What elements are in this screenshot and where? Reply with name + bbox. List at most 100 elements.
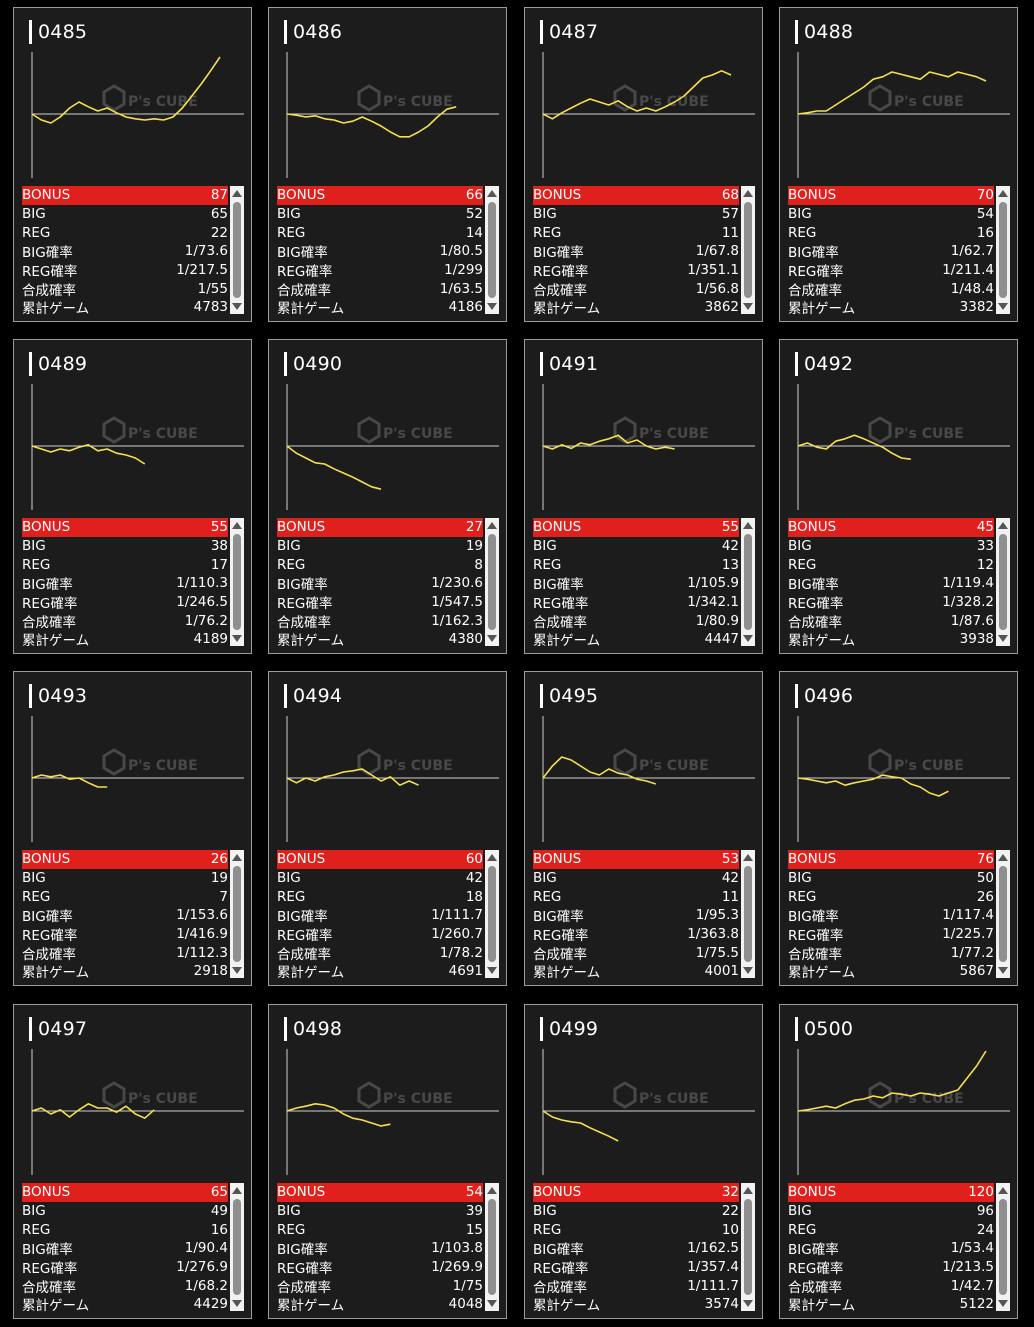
machine-card[interactable]: 0497 P's CUBE BONUS 65 BIG 49 REG 16 BIG確率 1/90.4… xyxy=(13,1004,252,1319)
scroll-up-arrow-icon[interactable] xyxy=(998,190,1008,197)
stat-label: REG確率 xyxy=(533,596,589,613)
stats-scrollbar[interactable] xyxy=(230,1183,244,1311)
stats-scrollbar[interactable] xyxy=(485,186,499,314)
scroll-down-arrow-icon[interactable] xyxy=(232,303,242,310)
machine-card[interactable]: 0493 P's CUBE BONUS 26 BIG 19 REG 7 BIG確率 1/153.6… xyxy=(13,671,252,986)
machine-card[interactable]: 0485 P's CUBE BONUS 87 BIG 65 REG 22 BIG確率 1/73.6… xyxy=(13,7,252,322)
stats-scrollbar[interactable] xyxy=(996,850,1010,978)
stats-scrollbar[interactable] xyxy=(996,1183,1010,1311)
scroll-thumb[interactable] xyxy=(744,866,752,962)
scroll-thumb[interactable] xyxy=(999,866,1007,962)
scroll-thumb[interactable] xyxy=(233,202,241,298)
scroll-up-arrow-icon[interactable] xyxy=(487,854,497,861)
scroll-up-arrow-icon[interactable] xyxy=(232,854,242,861)
scroll-thumb[interactable] xyxy=(999,1199,1007,1295)
machine-card[interactable]: 0500 P's CUBE BONUS 120 BIG 96 REG 24 BIG確率 1/53.… xyxy=(779,1004,1018,1319)
slump-line xyxy=(31,444,146,465)
scroll-down-arrow-icon[interactable] xyxy=(232,1300,242,1307)
scroll-thumb[interactable] xyxy=(488,1199,496,1295)
scroll-down-arrow-icon[interactable] xyxy=(743,635,753,642)
scroll-up-arrow-icon[interactable] xyxy=(998,522,1008,529)
scroll-thumb[interactable] xyxy=(233,1199,241,1295)
scroll-thumb[interactable] xyxy=(999,534,1007,630)
stats-scrollbar[interactable] xyxy=(485,518,499,646)
stats-scrollbar[interactable] xyxy=(230,518,244,646)
scroll-down-arrow-icon[interactable] xyxy=(487,1300,497,1307)
scroll-up-arrow-icon[interactable] xyxy=(232,1187,242,1194)
title-bar-marker xyxy=(540,684,543,708)
stat-row-big: BIG 42 xyxy=(277,869,483,888)
machine-card[interactable]: 0496 P's CUBE BONUS 76 BIG 50 REG 26 BIG確率 1/117.… xyxy=(779,671,1018,986)
stat-label: 累計ゲーム xyxy=(277,301,345,318)
stat-row-comb-rate: 合成確率 1/78.2 xyxy=(277,943,483,963)
scroll-up-arrow-icon[interactable] xyxy=(998,854,1008,861)
scroll-thumb[interactable] xyxy=(233,866,241,962)
scroll-up-arrow-icon[interactable] xyxy=(743,1187,753,1194)
scroll-down-arrow-icon[interactable] xyxy=(743,303,753,310)
machine-card[interactable]: 0490 P's CUBE BONUS 27 BIG 19 REG 8 BIG確率 1/230.6… xyxy=(268,339,507,654)
stats-scrollbar[interactable] xyxy=(741,186,755,314)
scroll-down-arrow-icon[interactable] xyxy=(998,1300,1008,1307)
stat-row-reg-rate: REG確率 1/547.5 xyxy=(277,593,483,612)
stat-label: BIG確率 xyxy=(788,909,839,926)
scroll-down-arrow-icon[interactable] xyxy=(998,303,1008,310)
scroll-thumb[interactable] xyxy=(488,866,496,962)
scroll-up-arrow-icon[interactable] xyxy=(232,190,242,197)
stat-value: 32 xyxy=(721,1184,739,1201)
machine-card[interactable]: 0487 P's CUBE BONUS 68 BIG 57 REG 11 BIG確率 1/67.8… xyxy=(524,7,763,322)
stats-scrollbar[interactable] xyxy=(741,850,755,978)
stat-value: 26 xyxy=(976,888,994,905)
scroll-down-arrow-icon[interactable] xyxy=(743,967,753,974)
machine-card[interactable]: 0491 P's CUBE BONUS 55 BIG 42 REG 13 BIG確率 1/105.… xyxy=(524,339,763,654)
stat-row-big: BIG 38 xyxy=(22,537,228,556)
stats-scrollbar[interactable] xyxy=(485,1183,499,1311)
scroll-up-arrow-icon[interactable] xyxy=(998,1187,1008,1194)
scroll-up-arrow-icon[interactable] xyxy=(232,522,242,529)
scroll-thumb[interactable] xyxy=(999,202,1007,298)
scroll-down-arrow-icon[interactable] xyxy=(487,303,497,310)
stats-scrollbar[interactable] xyxy=(741,1183,755,1311)
scroll-thumb[interactable] xyxy=(744,1199,752,1295)
machine-card[interactable]: 0489 P's CUBE BONUS 55 BIG 38 REG 17 BIG確率 1/110.… xyxy=(13,339,252,654)
scroll-thumb[interactable] xyxy=(488,534,496,630)
machine-card[interactable]: 0498 P's CUBE BONUS 54 BIG 39 REG 15 BIG確率 1/103.… xyxy=(268,1004,507,1319)
machine-card[interactable]: 0492 P's CUBE BONUS 45 BIG 33 REG 12 BIG確率 1/119.… xyxy=(779,339,1018,654)
scroll-down-arrow-icon[interactable] xyxy=(743,1300,753,1307)
scroll-thumb[interactable] xyxy=(233,534,241,630)
stats-scrollbar[interactable] xyxy=(230,186,244,314)
stat-value: 39 xyxy=(465,1203,483,1220)
stats-scrollbar[interactable] xyxy=(741,518,755,646)
stat-value: 1/328.2 xyxy=(942,594,994,611)
scroll-thumb[interactable] xyxy=(744,202,752,298)
stats-scrollbar[interactable] xyxy=(996,186,1010,314)
stat-label: BONUS xyxy=(788,187,837,204)
scroll-thumb[interactable] xyxy=(744,534,752,630)
stats-scrollbar[interactable] xyxy=(485,850,499,978)
title-bar-marker xyxy=(795,20,798,44)
machine-card[interactable]: 0494 P's CUBE BONUS 60 BIG 42 REG 18 BIG確率 1/111.… xyxy=(268,671,507,986)
scroll-down-arrow-icon[interactable] xyxy=(998,967,1008,974)
scroll-down-arrow-icon[interactable] xyxy=(998,635,1008,642)
stats-scrollbar[interactable] xyxy=(230,850,244,978)
scroll-down-arrow-icon[interactable] xyxy=(232,635,242,642)
scroll-up-arrow-icon[interactable] xyxy=(743,190,753,197)
stat-value: 55 xyxy=(721,519,739,536)
stat-label: REG確率 xyxy=(533,264,589,281)
machine-card[interactable]: 0495 P's CUBE BONUS 53 BIG 42 REG 11 BIG確率 1/95.3… xyxy=(524,671,763,986)
scroll-up-arrow-icon[interactable] xyxy=(743,522,753,529)
scroll-down-arrow-icon[interactable] xyxy=(487,635,497,642)
scroll-down-arrow-icon[interactable] xyxy=(232,967,242,974)
machine-card[interactable]: 0486 P's CUBE BONUS 66 BIG 52 REG 14 BIG確率 1/80.5… xyxy=(268,7,507,322)
scroll-up-arrow-icon[interactable] xyxy=(487,190,497,197)
scroll-thumb[interactable] xyxy=(488,202,496,298)
title-bar-marker xyxy=(284,1017,287,1041)
machine-card[interactable]: 0499 P's CUBE BONUS 32 BIG 22 REG 10 BIG確率 1/162.… xyxy=(524,1004,763,1319)
scroll-up-arrow-icon[interactable] xyxy=(487,1187,497,1194)
stats-scrollbar[interactable] xyxy=(996,518,1010,646)
stat-row-big-rate: BIG確率 1/110.3 xyxy=(22,574,228,593)
scroll-down-arrow-icon[interactable] xyxy=(487,967,497,974)
scroll-up-arrow-icon[interactable] xyxy=(487,522,497,529)
scroll-up-arrow-icon[interactable] xyxy=(743,854,753,861)
stat-label: 合成確率 xyxy=(22,946,76,963)
machine-card[interactable]: 0488 P's CUBE BONUS 70 BIG 54 REG 16 BIG確率 1/62.7… xyxy=(779,7,1018,322)
